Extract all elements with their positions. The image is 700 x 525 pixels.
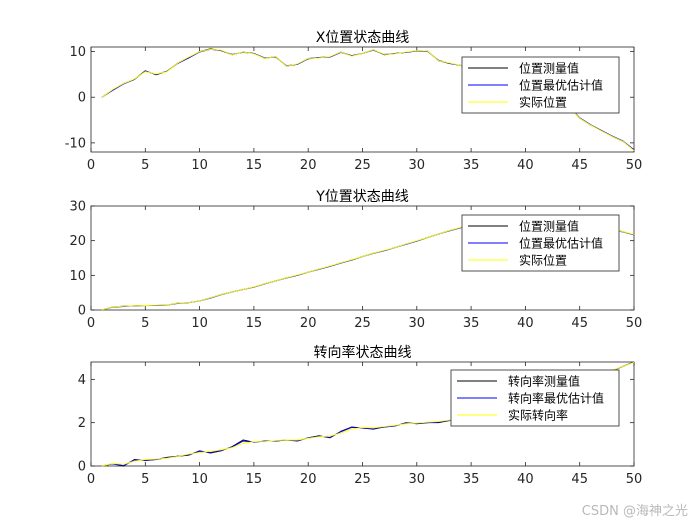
x-tick-label: 40 xyxy=(517,158,534,173)
x-tick-label: 25 xyxy=(354,158,371,173)
x-tick-label: 35 xyxy=(463,316,480,331)
y-tick-label: 30 xyxy=(69,200,86,215)
legend-label: 转向率最优估计值 xyxy=(508,391,604,406)
watermark: CSDN @海神之光 xyxy=(581,504,688,519)
x-tick-label: 5 xyxy=(141,316,149,331)
x-tick-label: 20 xyxy=(300,472,317,487)
x-tick-label: 25 xyxy=(354,316,371,331)
x-tick-label: 20 xyxy=(300,158,317,173)
chart-title: 转向率状态曲线 xyxy=(314,344,412,361)
x-tick-label: 40 xyxy=(517,472,534,487)
x-tick-label: 40 xyxy=(517,316,534,331)
legend-label: 位置测量值 xyxy=(519,61,579,76)
legend-label: 位置最优估计值 xyxy=(519,78,603,93)
x-tick-label: 15 xyxy=(246,472,263,487)
x-tick-label: 25 xyxy=(354,472,371,487)
x-tick-label: 15 xyxy=(246,158,263,173)
x-tick-label: 0 xyxy=(87,472,95,487)
x-tick-label: 45 xyxy=(571,472,588,487)
legend-label: 位置测量值 xyxy=(519,219,579,234)
y-tick-label: 0 xyxy=(78,91,86,106)
x-tick-label: 20 xyxy=(300,316,317,331)
x-tick-label: 50 xyxy=(626,472,643,487)
y-tick-label: -10 xyxy=(65,136,86,151)
x-tick-label: 45 xyxy=(571,316,588,331)
y-tick-label: 10 xyxy=(69,45,86,60)
legend-label: 实际转向率 xyxy=(508,408,568,423)
x-tick-label: 0 xyxy=(87,316,95,331)
y-tick-label: 0 xyxy=(78,304,86,319)
y-tick-label: 10 xyxy=(69,269,86,284)
chart-title: Y位置状态曲线 xyxy=(315,189,409,205)
y-tick-label: 2 xyxy=(78,416,86,431)
y-tick-label: 20 xyxy=(69,234,86,249)
x-tick-label: 10 xyxy=(191,472,208,487)
x-tick-label: 50 xyxy=(626,316,643,331)
x-tick-label: 35 xyxy=(463,472,480,487)
y-tick-label: 0 xyxy=(78,460,86,475)
x-tick-label: 30 xyxy=(409,158,426,173)
x-tick-label: 50 xyxy=(626,158,643,173)
legend-label: 转向率测量值 xyxy=(508,374,580,389)
chart-title: X位置状态曲线 xyxy=(316,30,410,46)
chart-panel-3: 转向率状态曲线 0 5 10 15 20 25 30 35 40 45 50 0 2 4 转向率测量值转向率最… xyxy=(78,344,643,487)
x-tick-label: 35 xyxy=(463,158,480,173)
legend-box xyxy=(461,56,620,114)
legend-label: 位置最优估计值 xyxy=(519,236,603,251)
legend-label: 实际位置 xyxy=(519,253,567,268)
x-tick-label: 45 xyxy=(571,158,588,173)
legend-label: 实际位置 xyxy=(519,95,567,110)
y-tick-label: 4 xyxy=(78,373,86,388)
x-tick-label: 10 xyxy=(191,158,208,173)
x-tick-label: 30 xyxy=(409,316,426,331)
x-tick-label: 15 xyxy=(246,316,263,331)
x-tick-label: 5 xyxy=(141,472,149,487)
x-tick-label: 5 xyxy=(141,158,149,173)
x-tick-label: 30 xyxy=(409,472,426,487)
x-tick-label: 0 xyxy=(87,158,95,173)
x-tick-label: 10 xyxy=(191,316,208,331)
